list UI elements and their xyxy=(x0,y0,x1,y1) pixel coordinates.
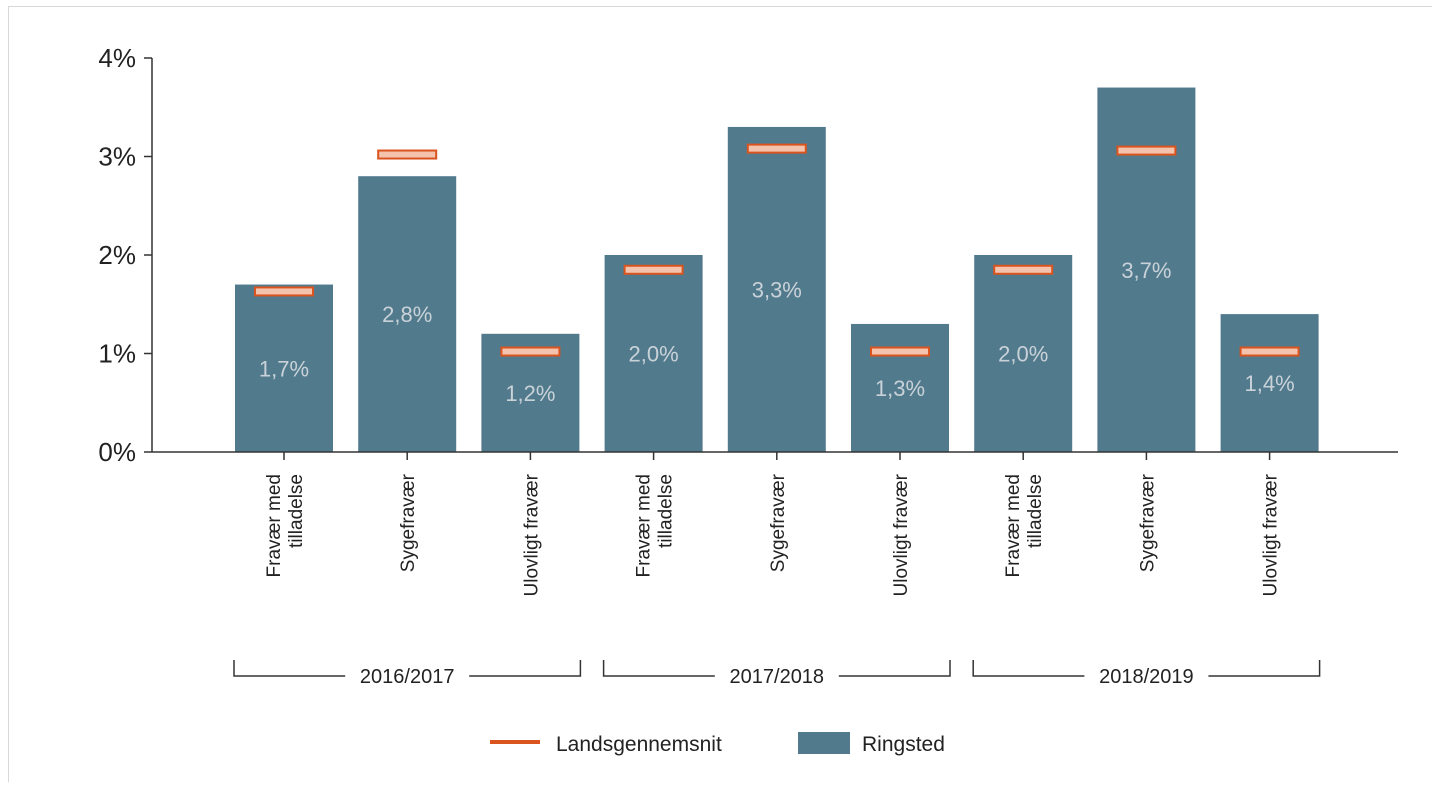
x-category-label: tilladelse xyxy=(286,474,307,548)
bar-ringsted xyxy=(235,284,333,452)
y-tick-label: 4% xyxy=(98,43,136,73)
x-category-label: tilladelse xyxy=(656,474,677,548)
x-category-label: Sygefravær xyxy=(398,473,419,572)
x-category-label: Ulovligt fravær xyxy=(1261,473,1282,596)
group-label: 2017/2018 xyxy=(730,666,825,688)
data-label: 3,7% xyxy=(1121,258,1171,283)
marker-landsgennemsnit xyxy=(993,264,1054,275)
group-label-bg xyxy=(714,662,839,686)
group-label-bg xyxy=(1084,662,1209,686)
group-label: 2016/2017 xyxy=(360,666,455,688)
x-category-label: Sygefravær xyxy=(768,473,789,572)
data-label: 1,2% xyxy=(505,381,555,406)
x-category-label: tilladelse xyxy=(1025,474,1046,548)
legend-label-ringsted: Ringsted xyxy=(862,733,945,756)
bar-ringsted xyxy=(727,126,826,452)
data-label: 2,0% xyxy=(629,342,679,367)
marker-landsgennemsnit xyxy=(870,346,930,357)
y-tick-label: 3% xyxy=(98,142,136,172)
x-category-label: Ulovligt fravær xyxy=(521,473,542,596)
bar-ringsted xyxy=(604,255,703,452)
bar-ringsted xyxy=(358,176,457,452)
data-label: 1,4% xyxy=(1245,371,1295,396)
group-label: 2018/2019 xyxy=(1099,666,1194,688)
x-category-label: Fravær med xyxy=(264,474,285,577)
bar-ringsted xyxy=(1220,314,1319,452)
x-category-label: Fravær med xyxy=(1003,474,1024,577)
marker-landsgennemsnit xyxy=(254,286,314,297)
marker-landsgennemsnit xyxy=(623,264,684,275)
x-category-label: Fravær med xyxy=(634,474,655,577)
data-label: 2,0% xyxy=(998,342,1048,367)
legend-swatch-ringsted xyxy=(798,732,850,754)
marker-landsgennemsnit xyxy=(500,346,561,357)
x-category-label: Ulovligt fravær xyxy=(891,473,912,596)
bar-ringsted xyxy=(851,323,949,452)
marker-landsgennemsnit xyxy=(1239,346,1300,357)
marker-landsgennemsnit xyxy=(1116,145,1177,156)
data-label: 2,8% xyxy=(382,302,432,327)
marker-landsgennemsnit xyxy=(377,149,438,160)
data-label: 3,3% xyxy=(752,277,802,302)
legend-label-landsgennemsnit: Landsgennemsnit xyxy=(556,733,722,756)
data-label: 1,3% xyxy=(875,376,925,401)
data-label: 1,7% xyxy=(259,356,309,381)
y-tick-label: 0% xyxy=(98,437,136,467)
marker-landsgennemsnit xyxy=(746,143,807,154)
y-tick-label: 1% xyxy=(98,339,136,369)
x-category-label: Sygefravær xyxy=(1137,473,1158,572)
bar-ringsted xyxy=(974,255,1073,452)
y-tick-label: 2% xyxy=(98,240,136,270)
group-label-bg xyxy=(345,662,470,686)
